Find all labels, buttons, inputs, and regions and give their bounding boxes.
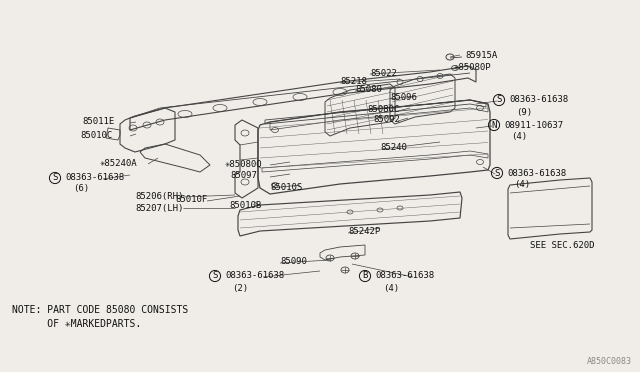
Text: 85207(LH): 85207(LH)	[135, 203, 184, 212]
Text: 85240: 85240	[380, 144, 407, 153]
Text: ✳85080Q: ✳85080Q	[225, 160, 262, 169]
Text: (4): (4)	[383, 283, 399, 292]
Text: 85096: 85096	[390, 93, 417, 103]
Text: 85097: 85097	[230, 171, 257, 180]
Text: 08363-61638: 08363-61638	[375, 272, 434, 280]
Text: 85218: 85218	[340, 77, 367, 87]
Text: 08363-61638: 08363-61638	[509, 96, 568, 105]
Text: (4): (4)	[511, 132, 527, 141]
Text: SEE SEC.620D: SEE SEC.620D	[530, 241, 595, 250]
Text: S: S	[52, 173, 58, 183]
Text: 85010S: 85010S	[270, 183, 302, 192]
Text: 08911-10637: 08911-10637	[504, 121, 563, 129]
Text: ✳85080P: ✳85080P	[454, 64, 492, 73]
Text: 85022: 85022	[370, 68, 397, 77]
Text: 08363-61638: 08363-61638	[507, 169, 566, 177]
Text: (9): (9)	[516, 108, 532, 116]
Text: 85080: 85080	[355, 86, 382, 94]
Text: 85011E: 85011E	[82, 118, 115, 126]
Text: 85010B: 85010B	[230, 201, 262, 209]
Text: 85242P: 85242P	[348, 228, 380, 237]
Text: S: S	[496, 96, 502, 105]
Text: 08363-61638: 08363-61638	[225, 272, 284, 280]
Text: (2): (2)	[232, 283, 248, 292]
Text: NOTE: PART CODE 85080 CONSISTS: NOTE: PART CODE 85080 CONSISTS	[12, 305, 188, 315]
Text: 85206(RH): 85206(RH)	[135, 192, 184, 201]
Text: (6): (6)	[73, 183, 89, 192]
Text: 08363-61638: 08363-61638	[65, 173, 124, 183]
Text: 85090: 85090	[280, 257, 307, 266]
Text: A850C0083: A850C0083	[587, 357, 632, 366]
Text: N: N	[492, 121, 497, 129]
Text: 85915A: 85915A	[465, 51, 497, 60]
Text: B: B	[362, 272, 368, 280]
Text: ✳85240A: ✳85240A	[100, 158, 138, 167]
Text: 85010C: 85010C	[80, 131, 112, 140]
Text: S: S	[212, 272, 218, 280]
Text: 85080C: 85080C	[368, 106, 400, 115]
Text: OF ✳MARKEDPARTS.: OF ✳MARKEDPARTS.	[12, 319, 141, 329]
Text: S: S	[494, 169, 500, 177]
Text: 85010F: 85010F	[176, 196, 208, 205]
Text: (4): (4)	[514, 180, 530, 189]
Text: 85092: 85092	[373, 115, 400, 125]
